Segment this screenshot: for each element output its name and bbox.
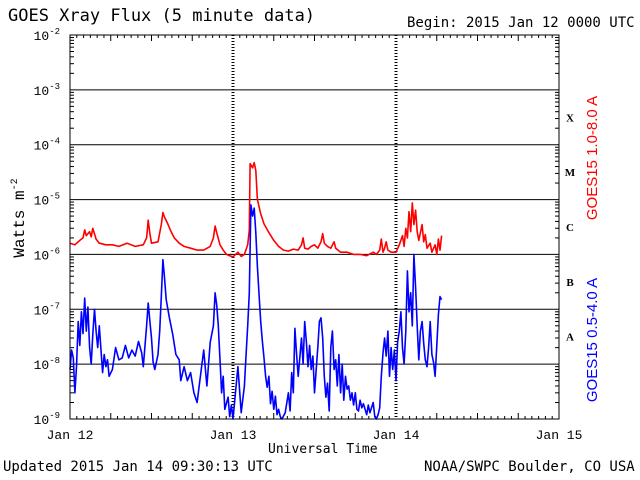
flare-class-label: M	[565, 167, 576, 179]
y-tick-label: 10-7	[34, 301, 60, 318]
x-axis-label: Universal Time	[268, 442, 378, 457]
y-tick-label: 10-4	[34, 137, 60, 154]
y-tick-label: 10-9	[34, 411, 60, 428]
y-tick-label: 10-2	[34, 27, 60, 44]
chart-title: GOES Xray Flux (5 minute data)	[8, 6, 316, 26]
y-tick-label: 10-3	[34, 82, 60, 99]
plot-frame	[69, 34, 560, 420]
x-tick-label: Jan 14	[373, 428, 420, 443]
flare-class-label: A	[566, 332, 574, 344]
x-tick-label: Jan 12	[47, 428, 94, 443]
flare-class-label: B	[566, 277, 574, 289]
x-tick-label: Jan 15	[536, 428, 583, 443]
flare-class-label: X	[566, 112, 574, 124]
y-tick-label: 10-6	[34, 246, 60, 263]
y-axis-label: Watts m-2	[10, 178, 29, 257]
updated-timestamp: Updated 2015 Jan 14 09:30:13 UTC	[3, 459, 273, 475]
x-tick-label: Jan 13	[210, 428, 257, 443]
legend-series-long-wave: GOES15 1.0-8.0 A	[584, 96, 601, 220]
flare-class-label: C	[566, 222, 574, 234]
y-tick-label: 10-8	[34, 356, 60, 373]
series-line-short-wave	[69, 204, 443, 420]
series-line-long-wave	[69, 161, 443, 258]
legend-series-short-wave: GOES15 0.5-4.0 A	[584, 278, 601, 402]
begin-time: Begin: 2015 Jan 12 0000 UTC	[407, 15, 635, 31]
credit-text: NOAA/SWPC Boulder, CO USA	[424, 459, 635, 475]
y-tick-label: 10-5	[34, 192, 60, 209]
